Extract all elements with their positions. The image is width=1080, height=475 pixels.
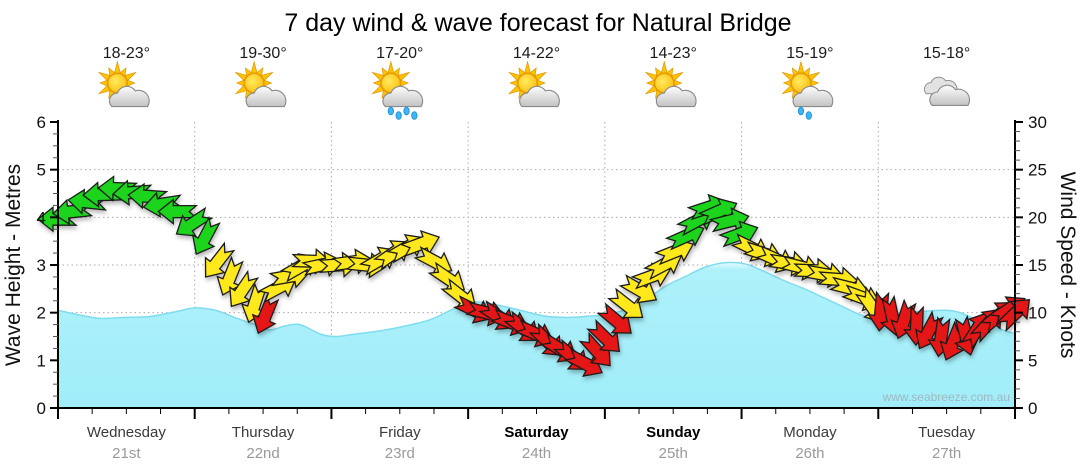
wind-arrows <box>36 175 1031 378</box>
left-tick-label: 0 <box>37 399 46 418</box>
weather-icons <box>97 60 971 120</box>
day-name: Monday <box>783 424 837 441</box>
day-date: 25th <box>659 445 688 462</box>
left-tick-label: 1 <box>37 351 46 370</box>
raindrop-icon <box>387 106 394 116</box>
raindrop-icon <box>805 111 812 120</box>
right-axis-title: Wind Speed - Knots <box>1056 172 1079 359</box>
day-date: 23rd <box>385 445 415 462</box>
right-tick-label: 25 <box>1028 161 1047 180</box>
day-date: 26th <box>795 445 824 462</box>
day-temperature: 14-23° <box>650 45 697 62</box>
wind-arrow <box>204 241 236 278</box>
day-temperature: 14-22° <box>513 45 560 62</box>
weather-icon-sun-cloud <box>234 60 287 108</box>
right-tick-label: 0 <box>1028 399 1037 418</box>
left-tick-label: 3 <box>37 256 46 275</box>
day-date: 21st <box>112 445 141 462</box>
axes <box>50 120 1023 419</box>
day-name: Wednesday <box>87 424 166 441</box>
wind-arrow <box>216 255 244 296</box>
day-temperature: 17-20° <box>376 45 423 62</box>
wind-arrow <box>251 293 280 335</box>
right-tick-label: 20 <box>1028 208 1047 227</box>
wind-arrow <box>996 298 1031 333</box>
weather-icon-sun-cloud <box>644 60 697 108</box>
day-temperature: 15-19° <box>786 45 833 62</box>
raindrop-icon <box>411 111 418 120</box>
weather-icon-cloudy <box>923 76 971 107</box>
right-tick-label: 5 <box>1028 351 1037 370</box>
left-tick-label: 4 <box>37 208 46 227</box>
day-date: 24th <box>522 445 551 462</box>
wind-arrow <box>142 191 184 218</box>
right-tick-label: 30 <box>1028 113 1047 132</box>
chart-title: 7 day wind & wave forecast for Natural B… <box>284 9 791 37</box>
watermark: www.seabreeze.com.au <box>882 390 1010 404</box>
day-name: Thursday <box>232 424 295 441</box>
axis-tick-labels: 0 1 2 3 4 5 6 0 5 10 15 20 25 30 <box>37 113 1047 418</box>
wind-arrow <box>175 206 214 237</box>
wind-arrow <box>229 269 260 308</box>
day-temperature: 18-23° <box>103 45 150 62</box>
wind-arrow <box>191 215 221 255</box>
day-name: Saturday <box>504 424 569 441</box>
weather-icon-sun-cloud-rain <box>781 60 834 120</box>
day-name: Tuesday <box>918 424 975 441</box>
raindrop-icon <box>797 106 805 116</box>
left-tick-label: 2 <box>37 304 46 323</box>
left-tick-label: 6 <box>37 113 46 132</box>
day-name: Friday <box>379 424 421 441</box>
left-axis-title: Wave Height - Metres <box>2 164 25 366</box>
wind-arrow <box>586 318 621 353</box>
day-labels: 18-23° Wednesday 21st 19-30° Thursday 22nd 17-… <box>87 45 976 462</box>
raindrop-icon <box>395 111 402 120</box>
wind-arrow <box>607 287 644 319</box>
day-temperature: 15-18° <box>923 45 970 62</box>
raindrop-icon <box>403 106 410 116</box>
left-tick-label: 5 <box>37 161 46 180</box>
weather-icon-sun-cloud-rain <box>371 60 424 120</box>
weather-icon-sun-cloud <box>507 60 560 108</box>
day-name: Sunday <box>646 424 701 441</box>
right-tick-label: 15 <box>1028 256 1047 275</box>
right-tick-label: 10 <box>1028 304 1047 323</box>
day-date: 27th <box>932 445 961 462</box>
wind-arrow <box>157 198 199 225</box>
day-temperature: 19-30° <box>239 45 286 62</box>
weather-icon-sun-cloud <box>97 60 150 108</box>
day-date: 22nd <box>246 445 279 462</box>
